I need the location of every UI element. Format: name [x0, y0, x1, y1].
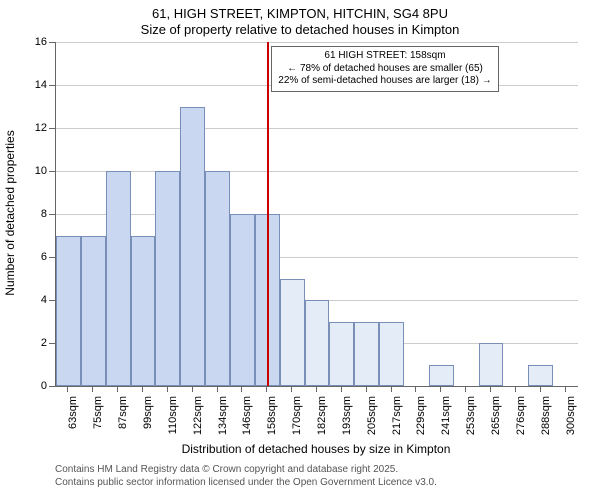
y-tick [49, 386, 55, 387]
x-tick-label: 300sqm [565, 396, 577, 446]
reference-line [267, 42, 269, 386]
x-tick-label: 134sqm [217, 396, 229, 446]
x-tick [142, 386, 143, 392]
x-tick-label: 75sqm [92, 396, 104, 446]
y-tick-label: 10 [27, 165, 47, 177]
histogram-bar [56, 236, 81, 387]
y-tick-label: 8 [27, 208, 47, 220]
x-tick [391, 386, 392, 392]
x-tick [217, 386, 218, 392]
gridline [56, 171, 578, 172]
x-tick-label: 158sqm [266, 396, 278, 446]
x-tick-label: 253sqm [465, 396, 477, 446]
gridline [56, 128, 578, 129]
x-tick [490, 386, 491, 392]
x-tick-label: 265sqm [490, 396, 502, 446]
histogram-bar [528, 365, 553, 387]
y-tick-label: 2 [27, 337, 47, 349]
x-tick [565, 386, 566, 392]
x-tick-label: 229sqm [415, 396, 427, 446]
footer-line-1: Contains HM Land Registry data © Crown c… [55, 464, 398, 475]
histogram-bar [155, 171, 180, 386]
x-tick [515, 386, 516, 392]
y-tick [49, 171, 55, 172]
x-tick-label: 99sqm [142, 396, 154, 446]
x-tick [92, 386, 93, 392]
histogram-bar [180, 107, 205, 387]
y-tick [49, 128, 55, 129]
x-tick [465, 386, 466, 392]
histogram-bar [81, 236, 106, 387]
y-tick [49, 42, 55, 43]
y-tick-label: 16 [27, 36, 47, 48]
x-tick-label: 146sqm [241, 396, 253, 446]
histogram-bar [354, 322, 379, 387]
y-tick-label: 0 [27, 380, 47, 392]
x-tick-label: 217sqm [391, 396, 403, 446]
x-tick [440, 386, 441, 392]
x-tick-label: 122sqm [192, 396, 204, 446]
x-tick-label: 205sqm [366, 396, 378, 446]
y-tick-label: 12 [27, 122, 47, 134]
histogram-bar [280, 279, 305, 387]
x-tick-label: 63sqm [67, 396, 79, 446]
x-tick [366, 386, 367, 392]
histogram-bar [131, 236, 156, 387]
x-tick [117, 386, 118, 392]
title-line-2: Size of property relative to detached ho… [0, 22, 600, 37]
x-tick-label: 193sqm [341, 396, 353, 446]
annotation-line: 61 HIGH STREET: 158sqm [278, 50, 491, 63]
x-tick-label: 276sqm [515, 396, 527, 446]
annotation-line: ← 78% of detached houses are smaller (65… [278, 63, 491, 76]
histogram-bar [106, 171, 131, 386]
y-tick [49, 343, 55, 344]
annotation-box: 61 HIGH STREET: 158sqm← 78% of detached … [271, 46, 498, 92]
histogram-bar [205, 171, 230, 386]
histogram-bar [230, 214, 255, 386]
histogram-bar [305, 300, 330, 386]
x-tick-label: 241sqm [440, 396, 452, 446]
x-tick [192, 386, 193, 392]
histogram-bar [429, 365, 454, 387]
y-tick-label: 6 [27, 251, 47, 263]
y-tick-label: 14 [27, 79, 47, 91]
x-tick-label: 110sqm [167, 396, 179, 446]
x-tick [316, 386, 317, 392]
footer-line-2: Contains public sector information licen… [55, 477, 437, 488]
gridline [56, 214, 578, 215]
x-tick [291, 386, 292, 392]
title-line-1: 61, HIGH STREET, KIMPTON, HITCHIN, SG4 8… [0, 6, 600, 21]
y-tick [49, 300, 55, 301]
y-tick [49, 214, 55, 215]
x-tick [341, 386, 342, 392]
y-tick-label: 4 [27, 294, 47, 306]
x-tick-label: 288sqm [540, 396, 552, 446]
x-tick [415, 386, 416, 392]
plot-area: 61 HIGH STREET: 158sqm← 78% of detached … [55, 42, 578, 387]
x-tick-label: 87sqm [117, 396, 129, 446]
x-tick [266, 386, 267, 392]
chart-container: 61, HIGH STREET, KIMPTON, HITCHIN, SG4 8… [0, 0, 600, 500]
y-tick [49, 85, 55, 86]
x-tick-label: 182sqm [316, 396, 328, 446]
y-axis-label: Number of detached properties [3, 113, 17, 313]
x-tick-label: 170sqm [291, 396, 303, 446]
y-tick [49, 257, 55, 258]
gridline [56, 42, 578, 43]
x-tick [241, 386, 242, 392]
x-tick [167, 386, 168, 392]
histogram-bar [479, 343, 504, 386]
annotation-line: 22% of semi-detached houses are larger (… [278, 75, 491, 88]
x-tick [540, 386, 541, 392]
histogram-bar [329, 322, 354, 387]
histogram-bar [379, 322, 404, 387]
x-tick [67, 386, 68, 392]
